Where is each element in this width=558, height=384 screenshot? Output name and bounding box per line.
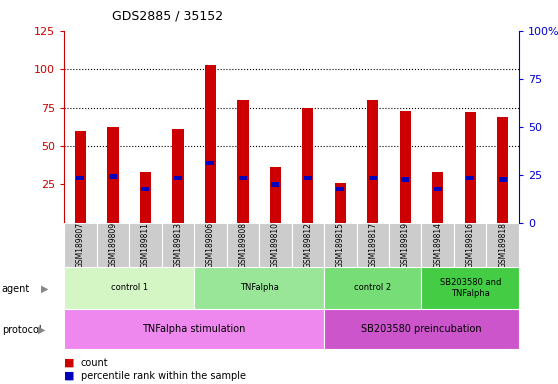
Text: ▶: ▶ [41, 284, 48, 294]
Bar [421, 267, 519, 309]
Text: GSM189815: GSM189815 [336, 222, 345, 268]
Bar [302, 108, 314, 223]
Text: ■: ■ [64, 358, 75, 368]
Text: TNFalpha stimulation: TNFalpha stimulation [142, 324, 246, 334]
Bar [466, 176, 474, 180]
Bar [129, 223, 162, 267]
Text: protocol: protocol [2, 325, 41, 335]
Text: GDS2885 / 35152: GDS2885 / 35152 [112, 10, 223, 23]
Text: GSM189810: GSM189810 [271, 222, 280, 268]
Bar [109, 174, 117, 179]
Bar [237, 100, 248, 223]
Text: control 1: control 1 [110, 283, 148, 293]
Bar [487, 223, 519, 267]
Text: SB203580 preincubation: SB203580 preincubation [361, 324, 482, 334]
Bar [336, 187, 344, 191]
Text: SB203580 and
TNFalpha: SB203580 and TNFalpha [440, 278, 501, 298]
Text: TNFalpha: TNFalpha [239, 283, 278, 293]
Bar [497, 117, 508, 223]
Bar [64, 267, 194, 309]
Text: GSM189814: GSM189814 [433, 222, 442, 268]
Bar [324, 309, 519, 349]
Text: GSM189809: GSM189809 [108, 222, 117, 268]
Bar [499, 177, 507, 182]
Text: GSM189812: GSM189812 [304, 222, 312, 268]
Bar [400, 111, 411, 223]
Text: GSM189818: GSM189818 [498, 222, 507, 268]
Bar [239, 176, 247, 180]
Bar [369, 176, 377, 180]
Bar [389, 223, 421, 267]
Bar [421, 223, 454, 267]
Bar [324, 223, 357, 267]
Bar [75, 131, 86, 223]
Bar [434, 187, 442, 191]
Text: GSM189807: GSM189807 [76, 222, 85, 268]
Text: GSM189806: GSM189806 [206, 222, 215, 268]
Text: GSM189813: GSM189813 [174, 222, 182, 268]
Text: control 2: control 2 [354, 283, 391, 293]
Bar [270, 167, 281, 223]
Bar [401, 177, 409, 182]
Bar [454, 223, 487, 267]
Bar [432, 172, 444, 223]
Text: percentile rank within the sample: percentile rank within the sample [81, 371, 246, 381]
Text: GSM189816: GSM189816 [466, 222, 475, 268]
Bar [194, 223, 227, 267]
Bar [304, 176, 312, 180]
Bar [76, 176, 84, 180]
Text: ▶: ▶ [38, 325, 45, 335]
Bar [97, 223, 129, 267]
Text: ■: ■ [64, 371, 75, 381]
Bar [107, 127, 119, 223]
Bar [162, 223, 194, 267]
Text: agent: agent [2, 284, 30, 294]
Bar [64, 309, 324, 349]
Bar [174, 176, 182, 180]
Bar [206, 161, 214, 165]
Bar [367, 100, 378, 223]
Bar [357, 223, 389, 267]
Bar [194, 267, 324, 309]
Bar [227, 223, 259, 267]
Bar [291, 223, 324, 267]
Text: GSM189811: GSM189811 [141, 222, 150, 268]
Bar [259, 223, 291, 267]
Bar [205, 65, 216, 223]
Bar [141, 187, 150, 191]
Bar [335, 183, 346, 223]
Bar [324, 267, 421, 309]
Bar [64, 223, 97, 267]
Bar [464, 112, 476, 223]
Text: GSM189819: GSM189819 [401, 222, 410, 268]
Bar [172, 129, 184, 223]
Text: count: count [81, 358, 109, 368]
Text: GSM189817: GSM189817 [368, 222, 377, 268]
Text: GSM189808: GSM189808 [238, 222, 247, 268]
Bar [271, 182, 280, 187]
Bar [140, 172, 151, 223]
